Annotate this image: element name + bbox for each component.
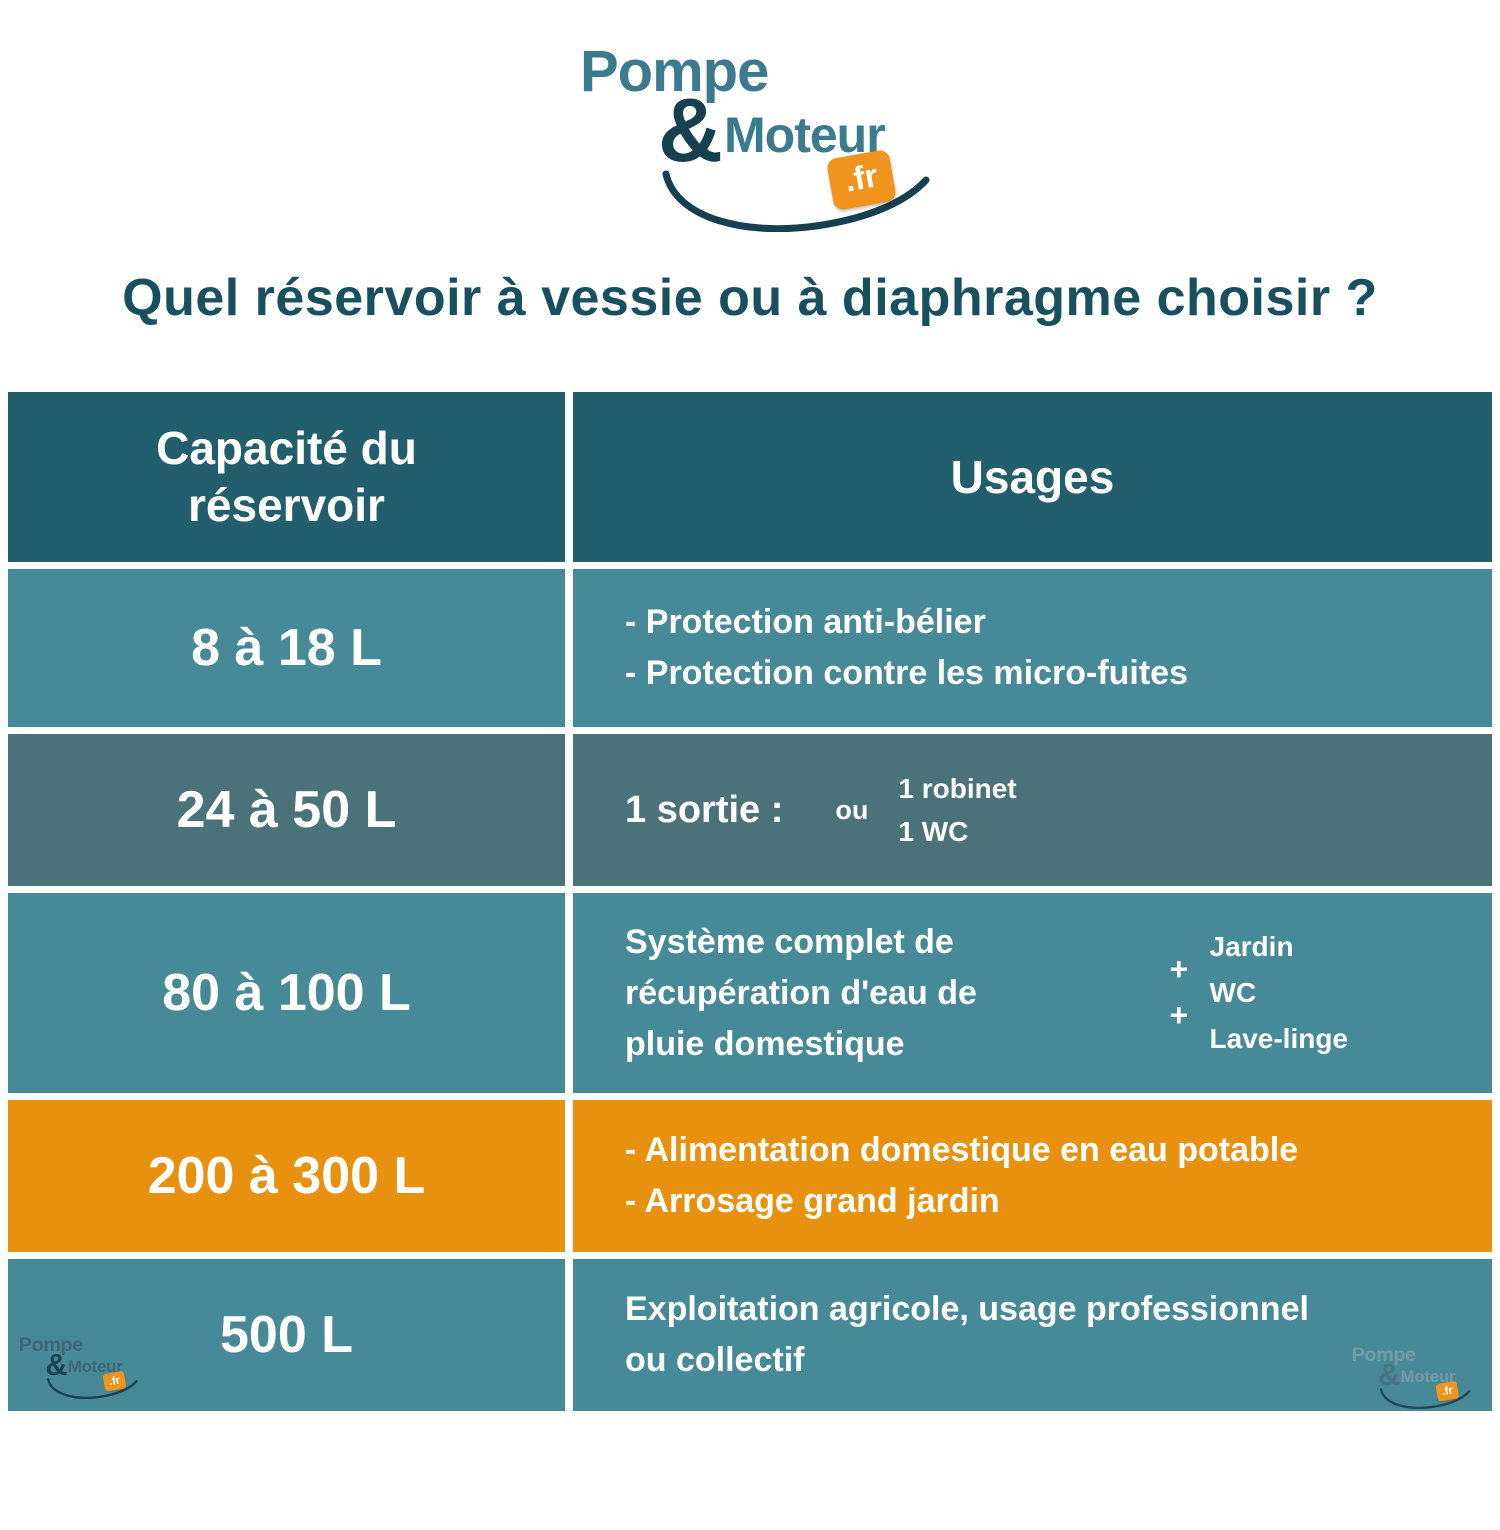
logo-word-moteur: Moteur bbox=[1400, 1366, 1456, 1386]
or-label: ou bbox=[835, 794, 869, 825]
usage-line: - Protection anti-bélier bbox=[625, 603, 986, 641]
extra-item: Lave-linge bbox=[1209, 1023, 1348, 1054]
ampersand-glyph: & bbox=[658, 81, 723, 181]
fr-badge: .fr bbox=[1435, 1380, 1460, 1402]
capacity-value: 200 à 300 L bbox=[147, 1147, 426, 1205]
swoosh-underline-icon bbox=[1379, 1388, 1471, 1409]
fr-badge: .fr bbox=[825, 148, 898, 212]
logo-word-pompe: Pompe bbox=[580, 39, 769, 104]
system-line: récupération d'eau de bbox=[625, 973, 977, 1012]
capacity-cell-80-100: 80 à 100 L bbox=[8, 893, 565, 1093]
extra-item: WC bbox=[1209, 977, 1257, 1008]
watermark-logo-right: Pompe & Moteur .fr bbox=[1345, 1340, 1474, 1409]
system-line: pluie domestique bbox=[625, 1024, 905, 1063]
header-capacity-label: Capacité du réservoir bbox=[156, 421, 417, 532]
logo-word-pompe: Pompe bbox=[18, 1333, 83, 1356]
usage-line: - Arrosage grand jardin bbox=[625, 1182, 1000, 1220]
capacity-cell-500: 500 L Pompe & Moteur .fr bbox=[8, 1259, 565, 1411]
ampersand-glyph: & bbox=[45, 1347, 68, 1382]
capacity-value: 500 L bbox=[220, 1306, 353, 1364]
usage-cell-80-100: Système complet de récupération d'eau de… bbox=[573, 893, 1492, 1093]
capacity-usage-table: Capacité du réservoir Usages 8 à 18 L - … bbox=[8, 392, 1492, 1411]
usage-line: - Alimentation domestique en eau potable bbox=[625, 1131, 1299, 1169]
usage-cell-200-300: - Alimentation domestique en eau potable… bbox=[573, 1100, 1492, 1252]
capacity-value: 8 à 18 L bbox=[191, 619, 382, 677]
swoosh-underline-icon bbox=[46, 1378, 138, 1399]
capacity-cell-24-50: 24 à 50 L bbox=[8, 734, 565, 886]
usage-line: Exploitation agricole, usage professionn… bbox=[625, 1290, 1309, 1328]
option-line: 1 robinet bbox=[898, 772, 1017, 804]
logo-word-pompe: Pompe bbox=[1351, 1343, 1416, 1366]
option-line: 1 WC bbox=[898, 816, 969, 847]
header-cell-capacity: Capacité du réservoir bbox=[8, 392, 565, 562]
extras-list: + + Jardin WC Lave-linge bbox=[1170, 924, 1348, 1062]
system-line: Système complet de bbox=[625, 922, 954, 961]
usage-line: ou collectif bbox=[625, 1341, 805, 1379]
header-cell-usages: Usages bbox=[573, 392, 1492, 562]
usage-cell-500: Exploitation agricole, usage professionn… bbox=[573, 1259, 1492, 1411]
usage-cell-8-18: - Protection anti-bélier - Protection co… bbox=[573, 569, 1492, 727]
header-usages-label: Usages bbox=[950, 451, 1115, 503]
capacity-cell-8-18: 8 à 18 L bbox=[8, 569, 565, 727]
fr-badge: .fr bbox=[102, 1370, 127, 1392]
usage-line: - Protection contre les micro-fuites bbox=[625, 654, 1188, 692]
plus-icon: + bbox=[1169, 997, 1189, 1033]
plus-icon: + bbox=[1169, 951, 1189, 987]
capacity-value: 80 à 100 L bbox=[162, 964, 411, 1022]
capacity-cell-200-300: 200 à 300 L bbox=[8, 1100, 565, 1252]
watermark-logo-left: Pompe & Moteur .fr bbox=[12, 1330, 141, 1399]
page-title: Quel réservoir à vessie ou à diaphragme … bbox=[122, 269, 1378, 327]
logo-word-moteur: Moteur bbox=[67, 1356, 123, 1376]
usage-cell-24-50: 1 sortie : ou 1 robinet 1 WC bbox=[573, 734, 1492, 886]
brand-logo: Pompe & Moteur .fr bbox=[560, 30, 940, 232]
swoosh-underline-icon bbox=[662, 170, 930, 232]
ampersand-glyph: & bbox=[1378, 1357, 1401, 1392]
extra-item: Jardin bbox=[1209, 931, 1294, 962]
sortie-label: 1 sortie : bbox=[625, 788, 784, 831]
capacity-value: 24 à 50 L bbox=[176, 781, 397, 839]
